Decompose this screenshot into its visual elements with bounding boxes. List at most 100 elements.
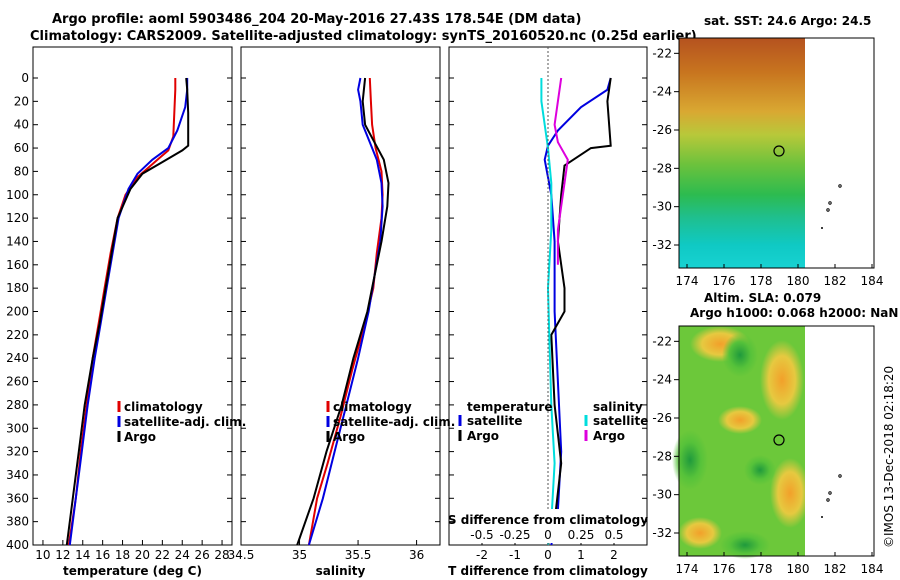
map-lon-label: 178 (750, 274, 773, 288)
legend-label: Argo (124, 430, 156, 444)
y-tick-label: 340 (6, 468, 29, 482)
map-lat-label: -26 (652, 411, 672, 425)
x-tick-label: 16 (95, 548, 110, 562)
y-tick-label: 120 (6, 211, 29, 225)
s-tick-label: 0.25 (568, 528, 595, 542)
legend-label: Argo (467, 429, 499, 443)
x-tick-label: 0 (544, 548, 552, 562)
salinity-xlabel: salinity (316, 564, 366, 578)
y-tick-label: 60 (14, 141, 29, 155)
map-lat-label: -24 (652, 85, 672, 99)
sla-map-title-1: Altim. SLA: 0.079 (704, 291, 821, 305)
y-tick-label: 0 (21, 71, 29, 85)
y-tick-label: 200 (6, 305, 29, 319)
legend-label: satellite-adj. clim. (333, 415, 455, 429)
x-tick-label: 26 (195, 548, 210, 562)
x-tick-label: 10 (35, 548, 50, 562)
legend-label: climatology (333, 400, 412, 414)
series-s-satellite (540, 78, 556, 546)
map-lon-label: 174 (676, 562, 699, 576)
island-dot (838, 474, 842, 478)
island-dot (821, 227, 823, 229)
map-lon-label: 176 (713, 562, 736, 576)
sla-argo-marker (773, 434, 785, 446)
x-tick-label: 35 (292, 548, 307, 562)
map-lon-label: 184 (861, 562, 884, 576)
legend-label: satellite (593, 414, 648, 428)
y-tick-label: 280 (6, 398, 29, 412)
map-lon-label: 174 (676, 274, 699, 288)
salinity-frame (240, 46, 441, 546)
y-tick-label: 40 (14, 118, 29, 132)
y-tick-label: 260 (6, 375, 29, 389)
y-tick-label: 100 (6, 188, 29, 202)
legend-salinity-heading: salinity (593, 400, 643, 414)
series-argo (65, 77, 190, 546)
x-tick-label: 1 (577, 548, 585, 562)
x-tick-label: 36 (409, 548, 424, 562)
island-dot (821, 516, 823, 518)
y-tick-label: 380 (6, 515, 29, 529)
legend-temperature-heading: temperature (467, 400, 552, 414)
y-tick-label: 180 (6, 281, 29, 295)
x-tick-label: -2 (476, 548, 488, 562)
x-tick-label: 22 (155, 548, 170, 562)
y-tick-label: 320 (6, 445, 29, 459)
y-tick-label: 160 (6, 258, 29, 272)
legend-label: satellite-adj. clim. (124, 415, 246, 429)
series-climatology (67, 78, 177, 546)
temperature-xlabel: temperature (deg C) (63, 564, 202, 578)
map-lat-label: -32 (652, 238, 672, 252)
difference-chart: -2 -1 0 1 2 T difference from climatology S di… (448, 46, 648, 578)
difference-xlabel: T difference from climatology (448, 564, 648, 578)
island-dot (828, 201, 832, 205)
series-climatology (307, 77, 384, 546)
map-lon-label: 178 (750, 562, 773, 576)
temperature-chart: 0 20 40 60 80 100 120 140 160 180 200 220 240 260 280 3… (6, 46, 246, 578)
y-tick-label: 400 (6, 538, 29, 552)
sst-argo-marker (773, 145, 785, 157)
s-tick-label: -0.25 (499, 528, 530, 542)
sla-map-title-2: Argo h1000: 0.068 h2000: NaN (690, 306, 898, 320)
map-lon-label: 176 (713, 274, 736, 288)
y-tick-label: 240 (6, 351, 29, 365)
map-lat-label: -22 (652, 46, 672, 60)
series-argo (296, 77, 390, 546)
map-lon-label: 184 (861, 274, 884, 288)
inner-axis-box (457, 509, 637, 543)
map-lat-label: -26 (652, 123, 672, 137)
sst-map-title: sat. SST: 24.6 Argo: 24.5 (704, 14, 871, 28)
map-lat-label: -22 (652, 334, 672, 348)
y-tick-label: 80 (14, 164, 29, 178)
map-lat-label: -30 (652, 488, 672, 502)
map-lat-label: -28 (652, 449, 672, 463)
x-tick-label: -1 (509, 548, 521, 562)
x-tick-label: 18 (115, 548, 130, 562)
map-lon-label: 180 (787, 274, 810, 288)
map-lon-label: 180 (787, 562, 810, 576)
y-tick-label: 140 (6, 234, 29, 248)
island-dot (838, 184, 842, 188)
sst-map (678, 37, 875, 269)
y-tick-label: 20 (14, 94, 29, 108)
s-tick-label: 0 (544, 528, 552, 542)
y-tick-label: 360 (6, 491, 29, 505)
map-lon-label: 182 (824, 562, 847, 576)
x-tick-label: 14 (75, 548, 90, 562)
sst-map-frame (678, 37, 875, 269)
x-tick-label: 12 (55, 548, 70, 562)
title-line-2: Climatology: CARS2009. Satellite-adjuste… (30, 29, 697, 44)
title-line-1: Argo profile: aoml 5903486_204 20-May-20… (52, 12, 582, 27)
sla-map (672, 325, 875, 559)
map-lat-label: -28 (652, 161, 672, 175)
sla-map-frame (678, 325, 875, 557)
series-s-argo (553, 77, 569, 265)
legend-label: Argo (593, 429, 625, 443)
x-tick-label: 20 (135, 548, 150, 562)
y-tick-label: 300 (6, 421, 29, 435)
salinity-chart: 34.5 35 35.5 36 salinity climatologysatellite… (228, 46, 455, 578)
legend-label: climatology (124, 400, 203, 414)
temperature-frame (32, 46, 233, 546)
s-tick-label: 0.5 (604, 528, 623, 542)
